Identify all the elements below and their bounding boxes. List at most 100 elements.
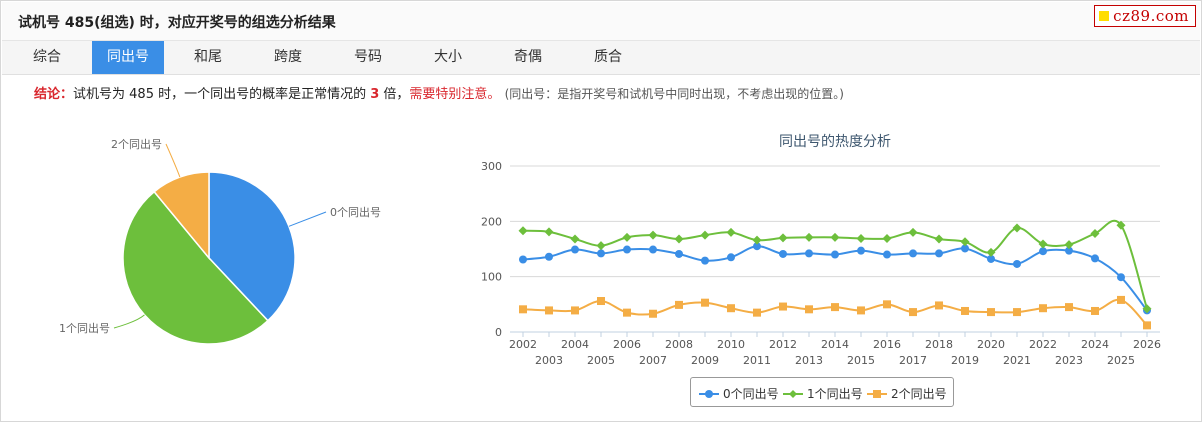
series-1-point-14 (882, 233, 892, 243)
series-2-point-19 (1013, 308, 1021, 317)
series-2-point-10 (779, 302, 787, 311)
tab-same-numbers[interactable]: 同出号 (92, 41, 164, 74)
series-1-point-24 (1142, 304, 1152, 314)
series-0-point-2 (571, 245, 579, 254)
series-2-point-23 (1117, 295, 1125, 304)
conclusion-label: 结论： (34, 87, 74, 102)
series-0-point-0 (519, 255, 527, 264)
tab-span[interactable]: 跨度 (274, 49, 302, 65)
conclusion-text: 试机号为 485 时，一个同出号的概率是正常情况的 (73, 87, 371, 102)
page-title: 试机号 485(组选) 时，对应开奖号的组选分析结果 (18, 15, 336, 31)
series-0-point-7 (701, 256, 709, 265)
series-1-point-2 (570, 234, 580, 244)
tab-bar: 综合 同出号 和尾 跨度 号码 大小 奇偶 质合 (2, 41, 1200, 75)
logo-mark-icon (1099, 11, 1110, 21)
series-1-point-4 (622, 232, 632, 242)
x-tick-label-0: 2002 (509, 338, 537, 351)
series-0-point-17 (961, 244, 969, 253)
x-tick-label-8: 2010 (717, 338, 745, 351)
series-1-point-23 (1116, 220, 1126, 230)
series-1-point-3 (596, 241, 606, 251)
series-1-point-5 (648, 230, 658, 240)
x-tick-label-13: 2015 (847, 354, 875, 367)
series-0-point-6 (675, 249, 683, 258)
series-1-point-16 (934, 234, 944, 244)
legend-item-2[interactable]: 2个同出号 (867, 385, 947, 402)
series-0-point-4 (623, 245, 631, 254)
series-2-point-17 (961, 306, 969, 315)
series-2-point-18 (987, 308, 995, 317)
y-tick-label-1: 100 (481, 271, 502, 284)
x-tick-label-23: 2025 (1107, 354, 1135, 367)
site-logo[interactable]: cz89.com (1094, 5, 1196, 27)
x-tick-label-9: 2011 (743, 354, 771, 367)
series-0-point-1 (545, 252, 553, 261)
logo-text: cz89.com (1113, 7, 1189, 25)
tab-summary[interactable]: 综合 (33, 49, 61, 65)
x-tick-label-24: 2026 (1133, 338, 1161, 351)
series-2-point-22 (1091, 306, 1099, 315)
series-2-point-12 (831, 303, 839, 312)
series-1-point-22 (1090, 229, 1100, 239)
series-0-point-14 (883, 250, 891, 259)
pie-connector-2 (165, 143, 181, 178)
series-2-point-0 (519, 305, 527, 314)
tab-numbers[interactable]: 号码 (354, 49, 382, 65)
series-2-point-1 (545, 306, 553, 315)
x-tick-label-21: 2023 (1055, 354, 1083, 367)
conclusion-multiple: 3 (370, 87, 380, 102)
conclusion-warning: 需要特别注意。 (409, 87, 501, 102)
tab-size[interactable]: 大小 (434, 49, 462, 65)
x-tick-label-7: 2009 (691, 354, 719, 367)
tab-sum-tail[interactable]: 和尾 (194, 49, 222, 65)
tab-odd-even[interactable]: 奇偶 (514, 49, 542, 65)
pie-label-1: 1个同出号 (59, 321, 110, 335)
series-1-point-1 (544, 227, 554, 237)
y-tick-label-2: 200 (481, 215, 502, 228)
x-tick-label-11: 2013 (795, 354, 823, 367)
x-tick-label-20: 2022 (1029, 338, 1057, 351)
series-1-point-15 (908, 227, 918, 237)
legend-circle-icon (699, 389, 719, 398)
series-2-point-24 (1143, 321, 1151, 330)
series-1-point-17 (960, 237, 970, 247)
x-tick-label-4: 2006 (613, 338, 641, 351)
line-chart-title: 同出号的热度分析 (779, 134, 891, 150)
chart-legend: 0个同出号 1个同出号 2个同出号 (690, 377, 954, 407)
panel-header: 试机号 485(组选) 时，对应开奖号的组选分析结果 cz89.com (2, 2, 1200, 41)
series-2-point-14 (883, 300, 891, 309)
series-0-point-13 (857, 246, 865, 255)
pie-label-2: 2个同出号 (111, 137, 162, 151)
legend-item-0[interactable]: 0个同出号 (699, 385, 779, 402)
legend-item-1[interactable]: 1个同出号 (783, 385, 863, 402)
x-tick-label-2: 2004 (561, 338, 589, 351)
series-2-point-5 (649, 309, 657, 318)
series-0-point-3 (597, 249, 605, 258)
series-1-point-13 (856, 233, 866, 243)
series-2-point-2 (571, 306, 579, 315)
series-2-point-20 (1039, 304, 1047, 313)
series-1-point-6 (674, 234, 684, 244)
series-0-point-22 (1091, 254, 1099, 263)
x-tick-label-12: 2014 (821, 338, 849, 351)
x-tick-label-22: 2024 (1081, 338, 1109, 351)
legend-label-0: 0个同出号 (723, 387, 779, 401)
series-1-point-21 (1064, 240, 1074, 250)
series-0-point-12 (831, 250, 839, 259)
series-0-point-5 (649, 245, 657, 254)
line-chart: 同出号的热度分析 0 100 200 300 2002 2003 2004 2005 2006 20… (481, 134, 1161, 367)
pie-slice-2 (153, 171, 210, 261)
series-1-point-20 (1038, 239, 1048, 249)
series-0-point-11 (805, 249, 813, 258)
x-tick-label-17: 2019 (951, 354, 979, 367)
legend-diamond-icon (783, 389, 803, 398)
series-1-point-19 (1012, 223, 1022, 233)
series-1-point-11 (804, 232, 814, 242)
series-0-point-19 (1013, 259, 1021, 268)
conclusion-line: 结论：试机号为 485 时，一个同出号的概率是正常情况的 3 倍，需要特别注意。… (34, 83, 844, 102)
series-2-point-8 (727, 304, 735, 313)
conclusion-text-2: 倍， (379, 87, 410, 102)
x-tick-label-1: 2003 (535, 354, 563, 367)
legend-label-1: 1个同出号 (807, 387, 863, 401)
tab-prime-composite[interactable]: 质合 (594, 49, 622, 65)
